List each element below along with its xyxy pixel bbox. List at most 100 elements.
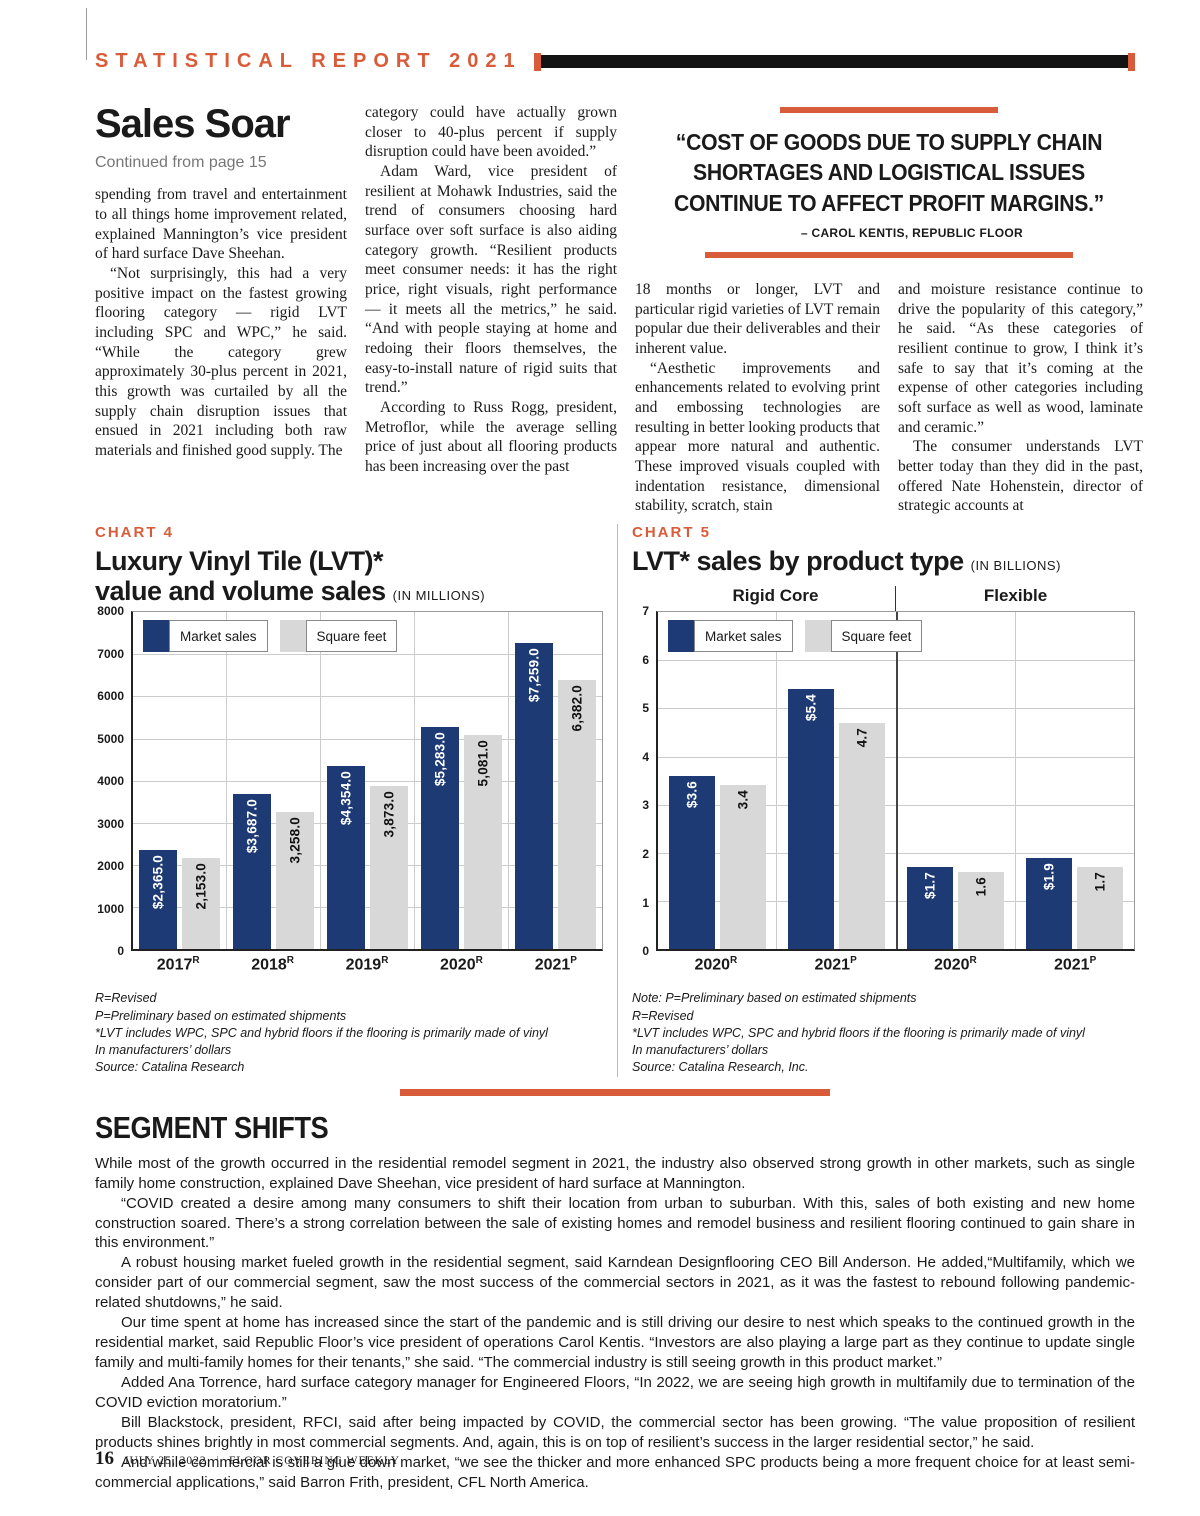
bar-group-2020R: $5,283.0 5,081.0 <box>415 612 509 950</box>
bar-group-2020R: $3.6 3.4 <box>658 612 778 950</box>
gridline <box>133 654 602 656</box>
x-axis-label: 2021P <box>1053 955 1097 974</box>
bar-value-label: $1.7 <box>922 872 938 900</box>
footer-date: JULY 25, 2022 <box>124 1455 207 1467</box>
legend-swatch-market-sales <box>668 620 694 653</box>
chart-title-line2-wrap: value and volume sales (IN MILLIONS) <box>95 575 603 607</box>
segment-paragraph: “COVID created a desire among many consu… <box>95 1194 1135 1252</box>
bar-value-label: 3,873.0 <box>381 791 397 838</box>
page-number: 16 <box>95 1448 114 1469</box>
pull-quote-text: “COST OF GOODS DUE TO SUPPLY CHAIN SHORT… <box>673 129 1104 216</box>
x-axis-label: 2021P <box>534 955 577 974</box>
legend-label-square-feet: Square feet <box>830 620 923 653</box>
chart-units: (IN BILLIONS) <box>970 558 1061 574</box>
square-feet-bar: 3,873.0 <box>370 786 408 950</box>
bar-value-label: 5,081.0 <box>475 740 491 787</box>
pull-quote-attribution: – CAROL KENTIS, REPUBLIC FLOOR <box>800 226 1023 241</box>
footer-separator: | <box>216 1455 219 1467</box>
y-axis-tick: 0 <box>642 944 649 959</box>
market-sales-bar: $5,283.0 <box>421 726 459 950</box>
segment-heading: SEGMENT SHIFTS <box>95 1109 329 1145</box>
market-sales-bar: $1.9 <box>1026 857 1073 950</box>
pull-quote-bottom-rule <box>705 252 1073 259</box>
charts-section: CHART 4 Luxury Vinyl Tile (LVT)* value a… <box>95 524 1135 1077</box>
square-feet-bar: 2,153.0 <box>182 858 220 950</box>
y-axis: 7 6 5 4 3 2 1 0 <box>632 604 656 958</box>
x-axis-label: 2020R <box>694 955 738 974</box>
chart-footnote: Source: Catalina Research <box>95 1060 245 1075</box>
y-axis-tick: 0 <box>117 944 124 959</box>
legend-swatch-market-sales <box>143 620 169 653</box>
article-paragraph: spending from travel and entertainment t… <box>95 186 347 263</box>
y-axis-tick: 1 <box>642 895 649 910</box>
article-right-columns: 18 months or longer, LVT and particular … <box>635 280 1143 516</box>
pull-quote: “COST OF GOODS DUE TO SUPPLY CHAIN SHORT… <box>635 107 1143 259</box>
article-sales-soar: Sales Soar Continued from page 15 spendi… <box>95 103 1143 516</box>
chart-title-line2: value and volume sales <box>95 575 386 606</box>
legend-swatch-square-feet <box>279 620 306 653</box>
bar-group-2021P: $1.9 1.7 <box>1016 612 1134 950</box>
article-headline: Sales Soar <box>95 102 291 146</box>
chart-title-line1: Luxury Vinyl Tile (LVT)* <box>95 546 384 577</box>
header-rule <box>540 55 1128 68</box>
gridline <box>133 822 602 824</box>
chart-footnote: R=Revised <box>632 1008 694 1023</box>
market-sales-bar: $7,259.0 <box>515 643 553 950</box>
chart-kicker: CHART 4 <box>95 524 175 542</box>
segment-paragraph: Added Ana Torrence, hard surface categor… <box>95 1374 1135 1411</box>
y-axis-tick: 3 <box>642 798 649 813</box>
section-header: STATISTICAL REPORT 2021 <box>95 50 1135 73</box>
article-column-1: Sales Soar Continued from page 15 spendi… <box>95 103 347 516</box>
y-axis-tick: 1000 <box>97 901 124 916</box>
y-axis-tick: 4000 <box>97 774 124 789</box>
square-feet-bar: 3.4 <box>719 785 766 950</box>
bar-group-2019R: $4,354.0 3,873.0 <box>321 612 415 950</box>
y-axis-tick: 2000 <box>97 859 124 874</box>
article-paragraph: According to Russ Rogg, president, Metro… <box>365 399 617 476</box>
bar-value-label: $3,687.0 <box>244 798 260 853</box>
bar-value-label: $5,283.0 <box>432 731 448 786</box>
chart-legend: Market sales Square feet <box>668 620 934 653</box>
square-feet-bar: 1.6 <box>958 872 1005 950</box>
y-axis-tick: 2 <box>642 846 649 861</box>
market-sales-bar: $4,354.0 <box>327 765 365 950</box>
segment-paragraph: While most of the growth occurred in the… <box>95 1154 1135 1192</box>
y-axis-tick: 5 <box>642 701 649 716</box>
bar-value-label: $4,354.0 <box>338 770 354 825</box>
accent-tick-left <box>533 52 541 71</box>
plot-row: 8000 7000 6000 5000 4000 3000 2000 1000 0 Market… <box>95 604 603 958</box>
bar-group-2020R: $1.7 1.6 <box>897 612 1016 950</box>
accent-tick-right <box>1128 52 1135 71</box>
chart-title: Luxury Vinyl Tile (LVT)* value and volum… <box>95 546 603 611</box>
square-feet-bar: 5,081.0 <box>464 735 502 950</box>
segment-paragraph: A robust housing market fueled growth in… <box>95 1254 1135 1312</box>
bar-groups: $2,365.0 2,153.0 $3,687.0 3,258.0 $4,354.0 3,… <box>133 612 602 950</box>
bar-value-label: 2,153.0 <box>193 863 209 910</box>
legend-label-square-feet: Square feet <box>305 620 398 653</box>
segment-paragraph: Our time spent at home has increased sin… <box>95 1314 1135 1372</box>
article-paragraph: The consumer understands LVT better toda… <box>898 438 1143 515</box>
article-column-2: category could have actually grown close… <box>365 103 617 516</box>
article-paragraph: 18 months or longer, LVT and particular … <box>635 281 880 358</box>
x-axis-label: 2020R <box>440 955 483 974</box>
chart-5-lvt-by-product-type: CHART 5 LVT* sales by product type (IN B… <box>617 524 1135 1077</box>
bar-value-label: 1.7 <box>1092 872 1108 892</box>
article-paragraph: category could have actually grown close… <box>365 104 617 161</box>
chart-footnote: R=Revised <box>95 991 157 1006</box>
group-header-row: Rigid Core Flexible <box>656 577 1135 612</box>
article-column-3: 18 months or longer, LVT and particular … <box>635 280 880 516</box>
y-axis-tick: 7000 <box>97 646 124 661</box>
square-feet-bar: 6,382.0 <box>558 680 596 950</box>
segment-paragraph: And while commercial is still a glue dow… <box>95 1453 1135 1491</box>
chart-title: LVT* sales by product type (IN BILLIONS) <box>632 546 1135 577</box>
bar-value-label: $2,365.0 <box>150 854 166 909</box>
section-title: STATISTICAL REPORT 2021 <box>95 50 522 72</box>
plot-area: Market sales Square feet $3.6 3.4 $5.4 4.7 $… <box>656 611 1135 952</box>
page-footer: 16 JULY 25, 2022 | FLOOR COVERING WEEKLY <box>95 1448 400 1470</box>
square-feet-bar: 1.7 <box>1077 867 1124 950</box>
bar-group-2017R: $2,365.0 2,153.0 <box>133 612 227 950</box>
y-axis-tick: 6000 <box>97 689 124 704</box>
chart-footnote: P=Preliminary based on estimated shipmen… <box>95 1008 347 1023</box>
segment-divider-rule <box>400 1088 830 1096</box>
